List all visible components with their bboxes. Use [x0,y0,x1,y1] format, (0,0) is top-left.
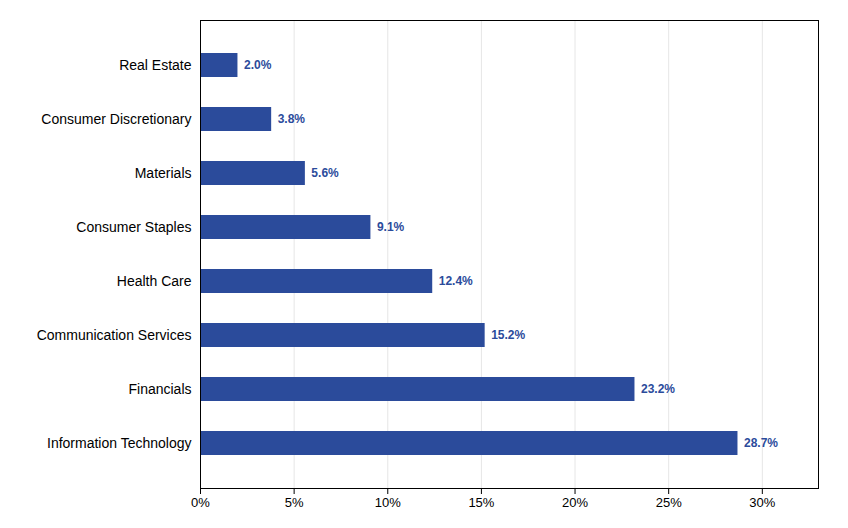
svg-text:0%: 0% [191,495,210,510]
svg-text:20%: 20% [562,495,588,510]
svg-text:15.2%: 15.2% [491,328,525,342]
svg-text:15%: 15% [468,495,494,510]
svg-text:Health Care: Health Care [117,273,192,289]
svg-text:Financials: Financials [128,381,191,397]
svg-text:2.0%: 2.0% [244,58,272,72]
svg-text:3.8%: 3.8% [278,112,306,126]
svg-text:Information Technology: Information Technology [47,435,192,451]
svg-text:5.6%: 5.6% [311,166,339,180]
svg-text:9.1%: 9.1% [377,220,405,234]
svg-text:30%: 30% [749,495,775,510]
svg-text:Consumer Staples: Consumer Staples [76,219,191,235]
svg-text:28.7%: 28.7% [744,436,778,450]
svg-text:Communication Services: Communication Services [37,327,192,343]
svg-text:Materials: Materials [135,165,192,181]
svg-text:25%: 25% [656,495,682,510]
svg-text:Consumer Discretionary: Consumer Discretionary [41,111,191,127]
svg-text:5%: 5% [285,495,304,510]
svg-text:23.2%: 23.2% [641,382,675,396]
svg-text:Real Estate: Real Estate [119,57,192,73]
svg-text:12.4%: 12.4% [439,274,473,288]
svg-text:10%: 10% [375,495,401,510]
